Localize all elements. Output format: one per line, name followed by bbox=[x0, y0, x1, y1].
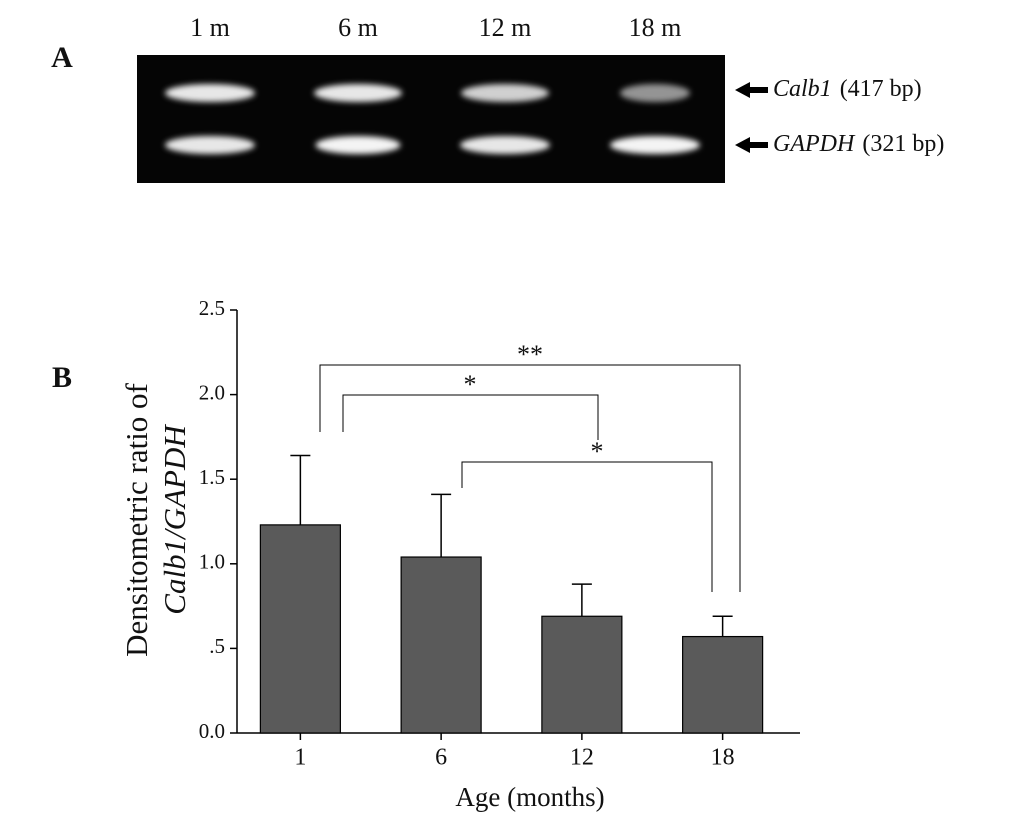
x-tick-label: 18 bbox=[711, 745, 735, 771]
lane-label: 18 m bbox=[629, 13, 682, 42]
x-tick-label: 1 bbox=[294, 745, 306, 771]
y-axis-label: Calb1/GAPDH bbox=[157, 424, 192, 615]
y-tick-label: .5 bbox=[209, 634, 225, 658]
band-size: (417 bp) bbox=[840, 76, 922, 102]
lane-label: 12 m bbox=[479, 13, 532, 42]
gel-image bbox=[137, 55, 725, 183]
significance-bracket bbox=[461, 461, 713, 592]
bar bbox=[541, 615, 623, 734]
lane-label: 6 m bbox=[338, 13, 378, 42]
gel-band bbox=[460, 136, 550, 154]
band-name: Calb1 bbox=[773, 76, 832, 102]
y-tick-label: 2.5 bbox=[199, 296, 225, 320]
band-size: (321 bp) bbox=[862, 131, 944, 157]
y-tick-label: 0.0 bbox=[199, 719, 225, 743]
significance-bracket bbox=[319, 364, 741, 592]
x-tick-label: 12 bbox=[570, 745, 594, 771]
panel-label: A bbox=[51, 41, 73, 74]
significance-label: * bbox=[591, 437, 604, 466]
y-tick-label: 1.0 bbox=[199, 550, 225, 574]
significance-label: * bbox=[464, 370, 477, 399]
gel-band bbox=[314, 84, 402, 102]
x-tick-label: 6 bbox=[435, 745, 447, 771]
gel-band bbox=[315, 136, 401, 154]
lane-label: 1 m bbox=[190, 13, 230, 42]
bar bbox=[400, 556, 482, 734]
panel-label: B bbox=[52, 361, 72, 394]
bar bbox=[682, 635, 764, 734]
bar bbox=[259, 524, 341, 734]
band-name: GAPDH bbox=[773, 131, 856, 157]
significance-bracket bbox=[342, 394, 599, 440]
gel-band bbox=[165, 84, 255, 102]
gel-band bbox=[610, 136, 700, 154]
band-label: GAPDH (321 bp) bbox=[773, 131, 944, 157]
band-label: Calb1 (417 bp) bbox=[773, 76, 922, 102]
significance-label: ** bbox=[517, 340, 543, 369]
x-axis-label: Age (months) bbox=[455, 782, 604, 812]
gel-band bbox=[461, 84, 549, 102]
y-tick-label: 1.5 bbox=[199, 465, 225, 489]
arrow bbox=[735, 137, 768, 153]
y-axis-label: Densitometric ratio of bbox=[119, 382, 154, 656]
y-tick-label: 2.0 bbox=[199, 380, 225, 404]
gel-band bbox=[165, 136, 255, 154]
arrow bbox=[735, 82, 768, 98]
gel-band bbox=[620, 84, 690, 102]
